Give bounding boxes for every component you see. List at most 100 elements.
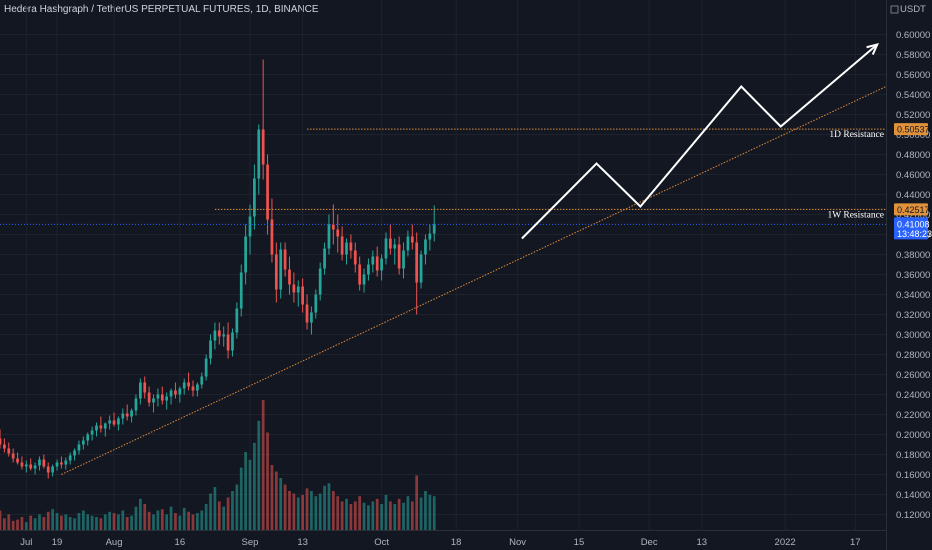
- candle-body: [235, 308, 239, 333]
- volume-bar: [117, 514, 120, 530]
- candle-body: [46, 466, 50, 473]
- volume-bar: [169, 506, 173, 530]
- candle: [353, 242, 357, 273]
- candle: [182, 378, 186, 395]
- price-tick-label: 0.48000: [896, 150, 930, 161]
- candle: [125, 404, 129, 421]
- candle: [217, 322, 221, 345]
- candle: [60, 456, 63, 469]
- candle: [296, 280, 300, 307]
- volume-bar: [393, 504, 397, 530]
- candle: [235, 302, 239, 339]
- candle-body: [178, 388, 182, 395]
- volume-bar: [389, 501, 392, 530]
- volume-bar: [46, 511, 50, 530]
- candle-body: [257, 129, 261, 179]
- candle: [380, 254, 383, 281]
- volume-bar: [406, 496, 410, 530]
- candle: [108, 415, 112, 430]
- volume-bar: [270, 465, 274, 530]
- candle: [112, 412, 116, 427]
- candle-countdown: 13:48:23: [897, 229, 932, 239]
- price-axis-background: [886, 0, 932, 550]
- candle: [134, 394, 138, 416]
- volume-bar: [191, 514, 195, 530]
- candle-body: [217, 330, 221, 337]
- candle-body: [397, 244, 401, 269]
- candle-body: [336, 229, 340, 237]
- volume-bar: [248, 459, 252, 530]
- price-tick-label: 0.28000: [896, 350, 930, 361]
- volume-bar: [292, 493, 296, 530]
- candle: [7, 442, 11, 457]
- volume-bar: [24, 522, 28, 530]
- candle: [200, 372, 204, 389]
- price-tick-label: 0.46000: [896, 170, 930, 181]
- candle-body: [130, 410, 133, 417]
- candle-body: [318, 268, 322, 295]
- candle: [42, 454, 46, 469]
- candle: [283, 242, 287, 277]
- candle-body: [68, 455, 72, 461]
- candle: [393, 238, 397, 265]
- price-tick-label: 0.52000: [896, 110, 930, 121]
- candle: [310, 306, 313, 335]
- candle: [257, 124, 261, 195]
- candle-body: [204, 358, 208, 377]
- volume-bar: [235, 484, 239, 530]
- volume-bar: [305, 488, 309, 530]
- candle: [248, 204, 252, 255]
- candle-body: [292, 284, 296, 293]
- volume-bar: [29, 515, 33, 530]
- price-tick-label: 0.30000: [896, 330, 930, 341]
- candle: [178, 386, 182, 403]
- candle-body: [160, 394, 164, 401]
- candle-body: [380, 258, 383, 271]
- time-tick-label: 13: [297, 537, 308, 548]
- price-tick-label: 0.24000: [896, 390, 930, 401]
- volume-bar: [55, 513, 59, 530]
- volume-bar: [226, 497, 230, 530]
- candle: [305, 294, 309, 330]
- volume-bar: [33, 518, 37, 530]
- volume-bar: [64, 514, 68, 530]
- candle: [68, 452, 72, 465]
- time-tick-label: 2022: [775, 537, 796, 548]
- volume-bar: [160, 509, 164, 530]
- candle: [336, 214, 340, 253]
- candle: [156, 388, 160, 407]
- candle-body: [152, 398, 155, 403]
- candle-body: [7, 448, 11, 454]
- candle: [138, 378, 142, 405]
- candle: [428, 224, 432, 251]
- volume-bar: [261, 400, 265, 530]
- resistance-price-tag: 0.50537: [894, 123, 930, 136]
- candle: [231, 328, 234, 357]
- volume-bar: [415, 475, 419, 530]
- volume-bar: [367, 505, 370, 530]
- candle-body: [253, 178, 256, 217]
- price-tick-label: 0.50000: [896, 130, 930, 141]
- time-tick-label: Sep: [242, 537, 259, 548]
- time-tick-label: Dec: [641, 537, 658, 548]
- candle: [367, 258, 370, 281]
- volume-bar: [60, 515, 63, 530]
- candle-body: [20, 462, 24, 467]
- price-tick-label: 0.26000: [896, 370, 930, 381]
- candle-body: [415, 242, 419, 283]
- candle: [222, 326, 226, 347]
- volume-bar: [213, 487, 217, 530]
- price-axis-unit: USDT: [900, 4, 926, 15]
- candle: [389, 224, 392, 255]
- candle: [73, 448, 76, 461]
- candle: [86, 432, 90, 446]
- candle-body: [371, 256, 375, 265]
- candle: [103, 422, 107, 437]
- candle-body: [117, 418, 120, 425]
- candle-body: [60, 462, 63, 465]
- candle: [3, 438, 6, 453]
- candle: [46, 462, 50, 479]
- volume-bar: [200, 510, 204, 530]
- candle-body: [156, 394, 160, 399]
